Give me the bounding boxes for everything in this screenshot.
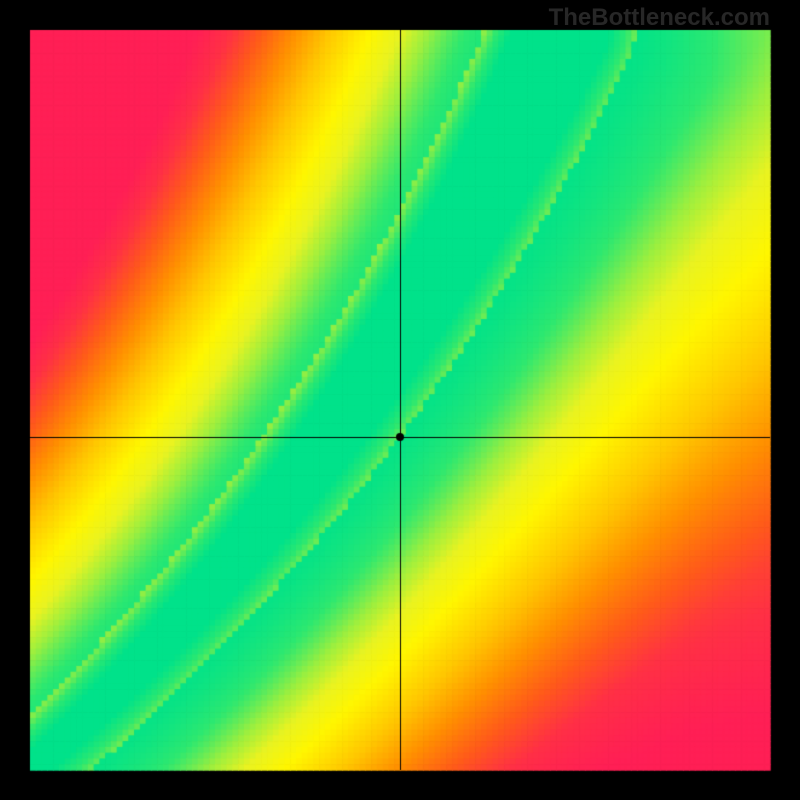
watermark-text: TheBottleneck.com <box>549 4 770 32</box>
heatmap-canvas <box>0 0 800 800</box>
